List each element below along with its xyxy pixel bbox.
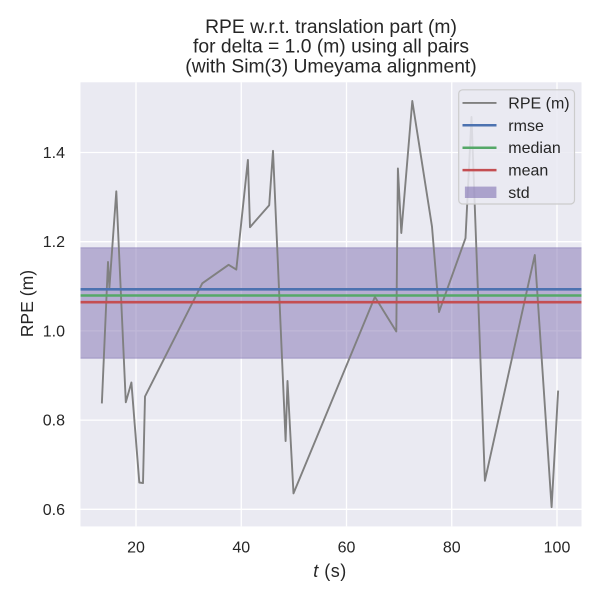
svg-text:rmse: rmse (508, 118, 544, 135)
svg-text:100: 100 (544, 539, 571, 556)
svg-text:60: 60 (338, 539, 356, 556)
svg-text:0.8: 0.8 (43, 413, 65, 430)
svg-text:1.4: 1.4 (43, 145, 65, 162)
svg-text:20: 20 (127, 539, 145, 556)
svg-text:std: std (508, 185, 529, 202)
svg-text:1.0: 1.0 (43, 323, 65, 340)
svg-text:median: median (508, 140, 560, 157)
svg-text:80: 80 (443, 539, 461, 556)
svg-text:for delta = 1.0 (m) using all: for delta = 1.0 (m) using all pairs (193, 37, 469, 58)
svg-text:mean: mean (508, 163, 548, 180)
svg-text:RPE (m): RPE (m) (508, 95, 569, 112)
svg-text:40: 40 (232, 539, 250, 556)
svg-text:0.6: 0.6 (43, 502, 65, 519)
svg-text:RPE w.r.t. translation part (m: RPE w.r.t. translation part (m) (205, 17, 457, 38)
svg-text:(with Sim(3) Umeyama alignment: (with Sim(3) Umeyama alignment) (185, 56, 476, 77)
svg-text:RPE (m): RPE (m) (17, 270, 37, 337)
svg-text:t (s): t (s) (313, 561, 347, 581)
svg-text:1.2: 1.2 (43, 234, 65, 251)
